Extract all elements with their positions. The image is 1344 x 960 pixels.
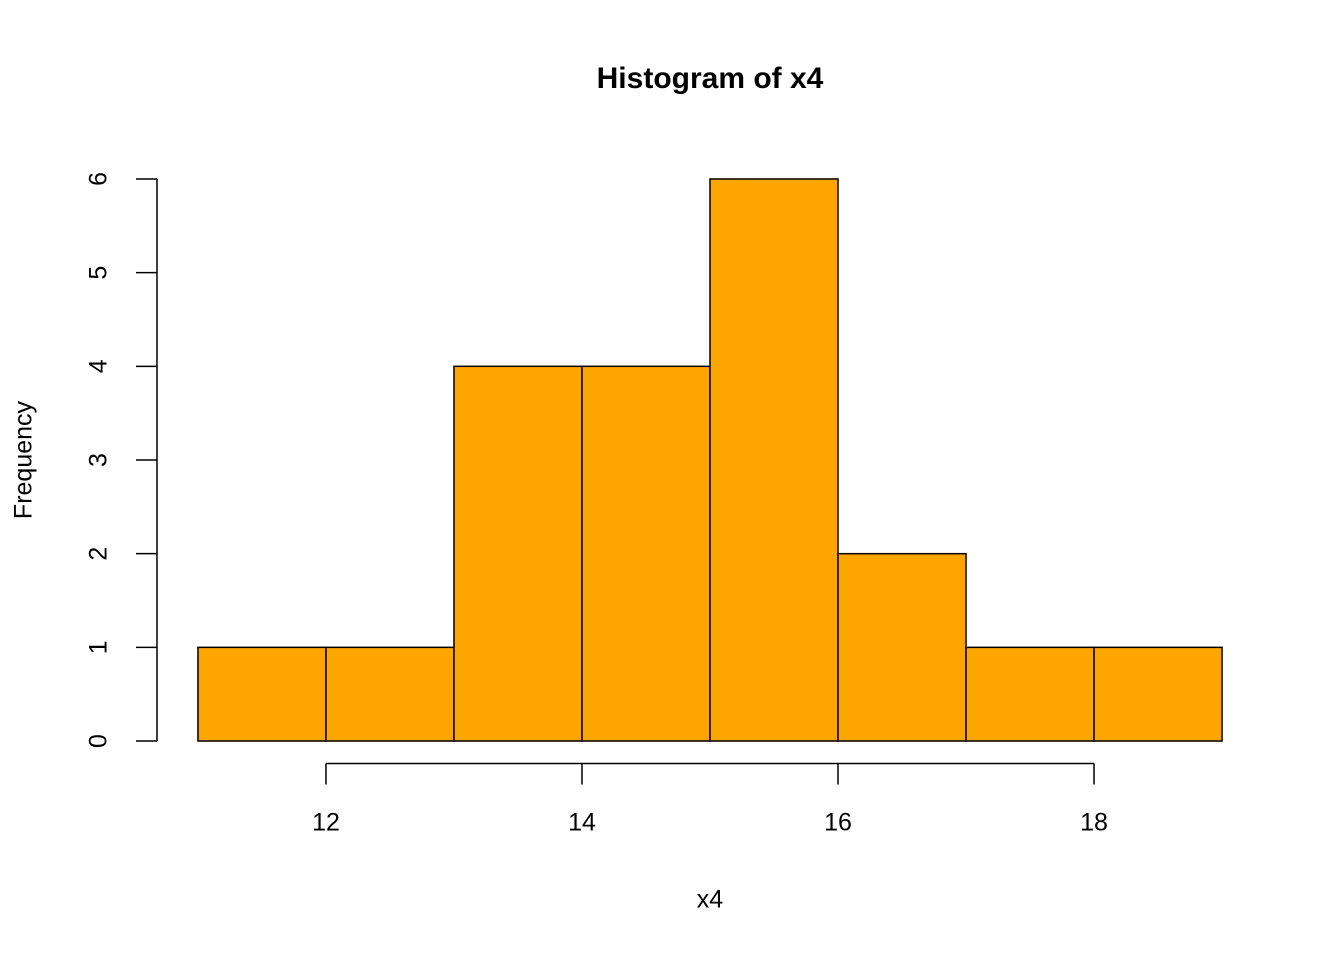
x-tick-label: 12 [312,809,340,837]
y-tick-label: 5 [85,266,113,280]
y-tick-label: 0 [85,734,113,748]
y-axis-label: Frequency [10,400,38,519]
y-tick-label: 3 [85,453,113,467]
y-tick-label: 4 [85,359,113,373]
y-tick-label: 6 [85,172,113,186]
bar [325,646,455,742]
x-tick-label: 16 [824,809,852,837]
chart-title: Histogram of x4 [597,62,824,95]
bar [709,178,839,742]
x-tick-label: 14 [568,809,596,837]
x-axis-label: x4 [697,886,724,914]
bar [837,552,967,742]
bar [965,646,1095,742]
bar [1093,646,1223,742]
bar [581,365,711,742]
y-tick-label: 1 [85,640,113,654]
y-tick-label: 2 [85,547,113,561]
bar [453,365,583,742]
bar [197,646,327,742]
x-tick-label: 18 [1080,809,1108,837]
